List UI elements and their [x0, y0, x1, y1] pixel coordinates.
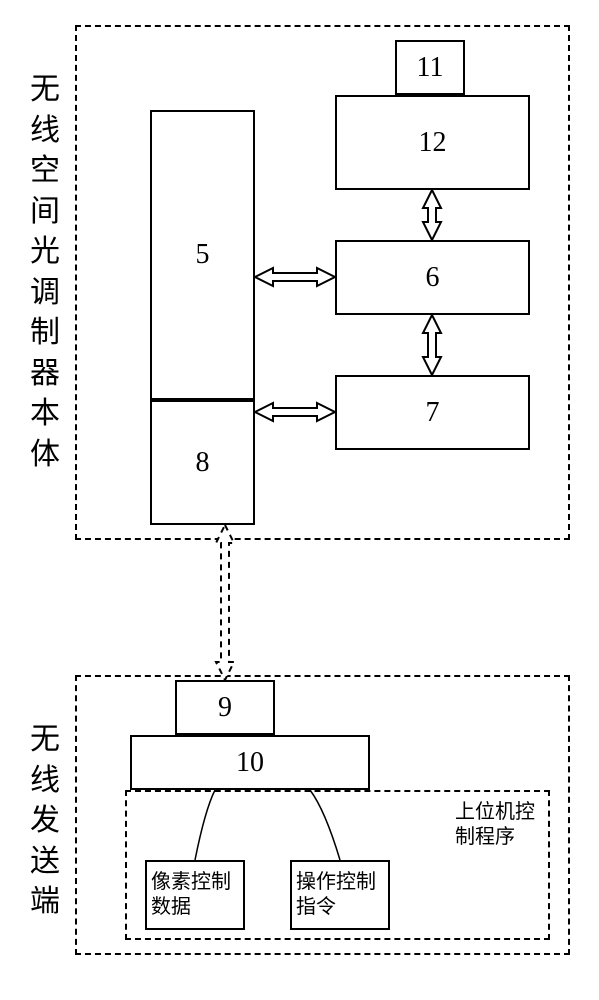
arrow-a-12-6 [423, 190, 441, 240]
arrow-a-5-6 [255, 268, 335, 286]
arrow-a-8-9 [216, 525, 234, 680]
arrow-a-8-7 [255, 403, 335, 421]
arrow-a-6-7 [423, 315, 441, 375]
overlay-svg [0, 0, 599, 1000]
leader-l2 [310, 790, 340, 860]
leader-l1 [195, 790, 215, 860]
